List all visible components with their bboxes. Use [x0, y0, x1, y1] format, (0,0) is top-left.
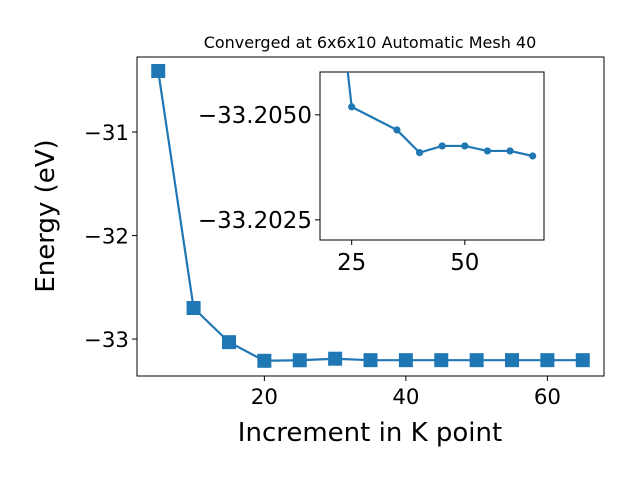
chart-title: Converged at 6x6x10 Automatic Mesh 40 [204, 33, 537, 52]
marker [186, 300, 201, 315]
y-tick-label: −33 [84, 328, 129, 353]
marker [529, 152, 537, 160]
plot-area [346, 72, 537, 160]
marker [363, 353, 378, 368]
x-axis-label: Increment in K point [238, 418, 502, 448]
marker [292, 353, 307, 368]
plot-area [151, 63, 590, 368]
marker [506, 147, 514, 155]
y-axis-label: Energy (eV) [31, 139, 61, 292]
x-tick-label: 60 [534, 385, 561, 410]
x-tick-label: 25 [337, 250, 366, 276]
y-tick-label: −33.2050 [198, 103, 312, 129]
y-tick-label: −31 [84, 121, 129, 146]
y-tick-label: −32 [84, 224, 129, 249]
marker [221, 335, 236, 350]
marker [505, 353, 520, 368]
marker [438, 142, 446, 150]
x-tick-label: 40 [392, 385, 419, 410]
marker [434, 353, 449, 368]
marker [348, 103, 356, 111]
y-tick-label: −33.2025 [198, 208, 312, 234]
marker [483, 147, 492, 155]
marker [461, 142, 469, 150]
marker [151, 63, 166, 78]
marker [393, 126, 401, 134]
x-tick-label: 50 [450, 250, 479, 276]
marker [328, 351, 343, 366]
marker [469, 353, 484, 368]
marker [575, 353, 590, 368]
x-tick-label: 20 [251, 385, 278, 410]
marker [540, 353, 555, 368]
marker [398, 353, 413, 368]
axes-frame [319, 71, 545, 241]
marker [415, 149, 424, 157]
marker [257, 353, 272, 368]
